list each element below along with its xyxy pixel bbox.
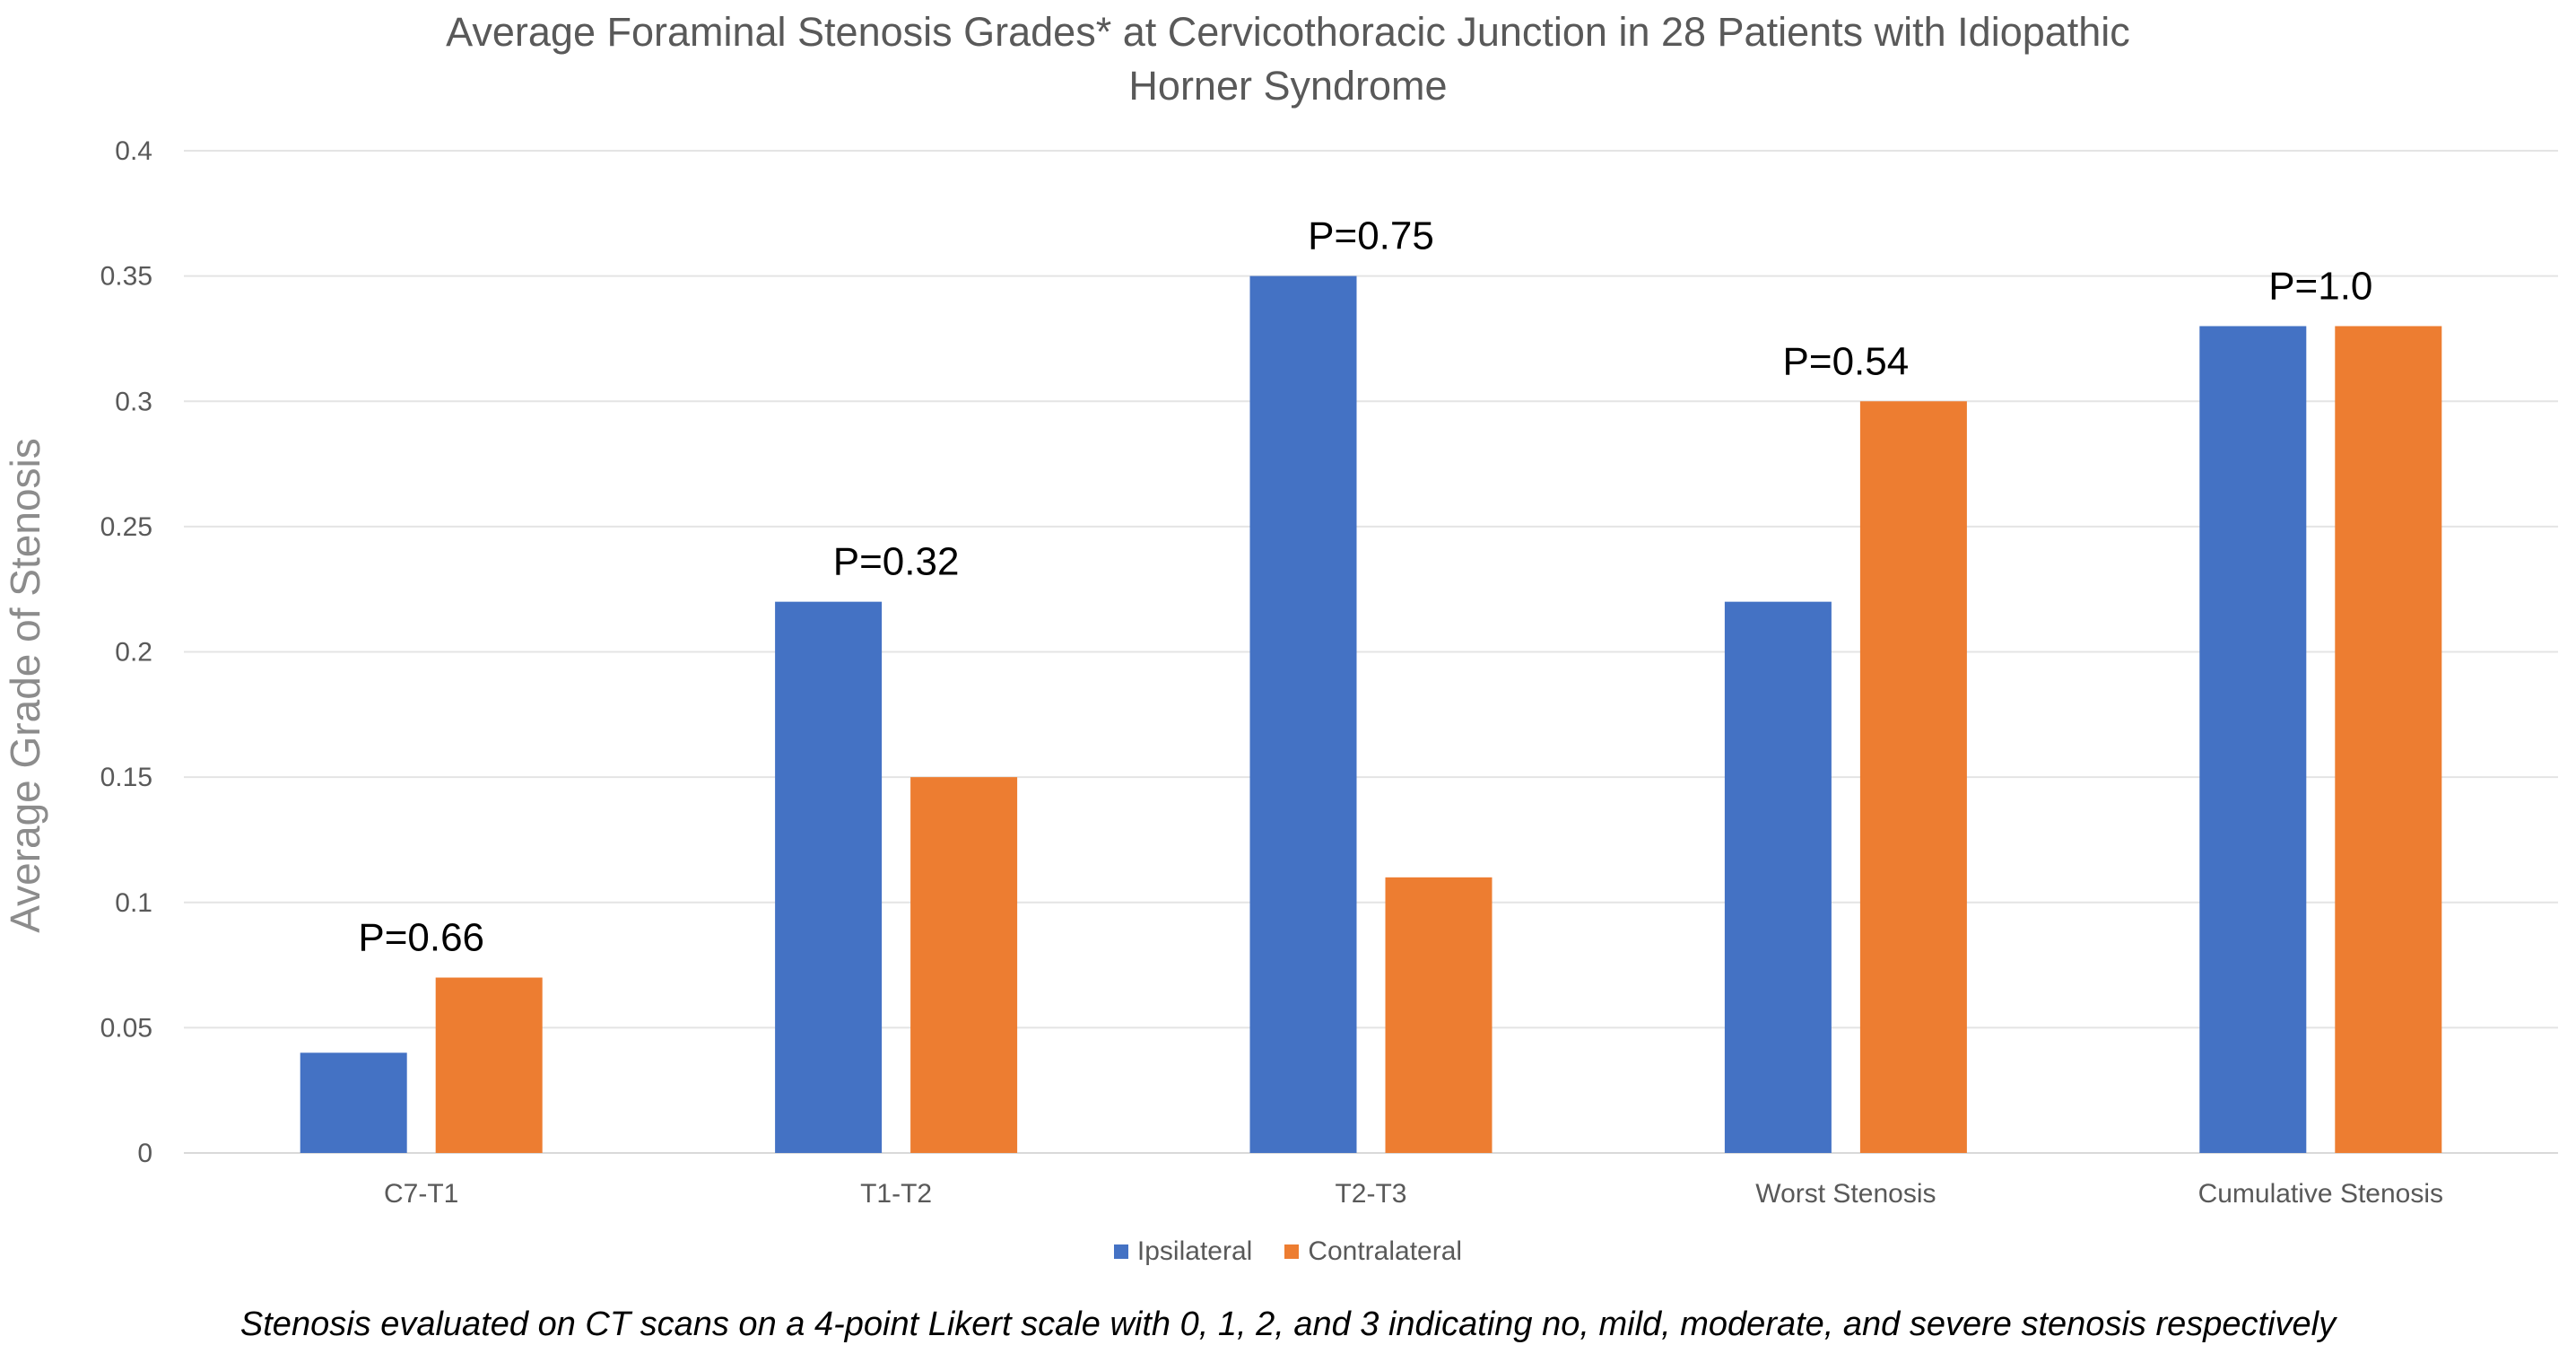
p-value-annotation: P=0.75 <box>1308 214 1434 258</box>
y-tick-label: 0.2 <box>115 638 152 668</box>
bar-contralateral-worst-stenosis <box>1859 401 1967 1153</box>
y-tick-label: 0.3 <box>115 387 152 416</box>
legend: Ipsilateral Contralateral <box>0 1236 2576 1267</box>
bar-contralateral-c7-t1 <box>435 977 543 1153</box>
footnote: Stenosis evaluated on CT scans on a 4-po… <box>239 1306 2337 1343</box>
legend-label-ipsilateral: Ipsilateral <box>1136 1236 1253 1266</box>
y-tick-label: 0.35 <box>100 262 152 292</box>
legend-item-contralateral: Contralateral <box>1284 1236 1462 1267</box>
legend-item-ipsilateral: Ipsilateral <box>1113 1236 1253 1267</box>
p-value-annotation: P=0.66 <box>358 916 484 960</box>
x-tick-label: T1-T2 <box>860 1179 932 1209</box>
bar-ipsilateral-worst-stenosis <box>1724 601 1832 1153</box>
x-tick-label: Worst Stenosis <box>1755 1179 1936 1209</box>
bar-ipsilateral-t2-t3 <box>1249 275 1357 1153</box>
y-tick-label: 0.25 <box>100 512 152 542</box>
y-tick-label: 0.05 <box>100 1013 152 1043</box>
y-tick-label: 0.4 <box>115 136 152 166</box>
legend-label-contralateral: Contralateral <box>1308 1236 1463 1266</box>
y-tick-label: 0 <box>137 1139 152 1168</box>
p-value-annotation: P=0.32 <box>833 540 960 584</box>
chart-title-line-1: Average Foraminal Stenosis Grades* at Ce… <box>446 9 2130 55</box>
bar-ipsilateral-cumulative-stenosis <box>2199 326 2307 1154</box>
chart-title-line-2: Horner Syndrome <box>1128 63 1448 109</box>
y-tick-label: 0.15 <box>100 763 152 792</box>
x-tick-label: C7-T1 <box>384 1179 458 1209</box>
bar-contralateral-cumulative-stenosis <box>2335 326 2442 1154</box>
bar-ipsilateral-c7-t1 <box>300 1052 407 1153</box>
legend-swatch-contralateral <box>1284 1244 1300 1259</box>
bar-ipsilateral-t1-t2 <box>775 601 883 1153</box>
x-tick-label: Cumulative Stenosis <box>2198 1179 2443 1209</box>
legend-swatch-ipsilateral <box>1113 1244 1128 1259</box>
bar-contralateral-t2-t3 <box>1385 877 1493 1153</box>
x-tick-label: T2-T3 <box>1335 1179 1406 1209</box>
p-value-annotation: P=1.0 <box>2268 264 2372 308</box>
p-value-annotation: P=0.54 <box>1783 339 1910 383</box>
bar-contralateral-t1-t2 <box>910 777 1018 1153</box>
y-tick-label: 0.1 <box>115 888 152 918</box>
